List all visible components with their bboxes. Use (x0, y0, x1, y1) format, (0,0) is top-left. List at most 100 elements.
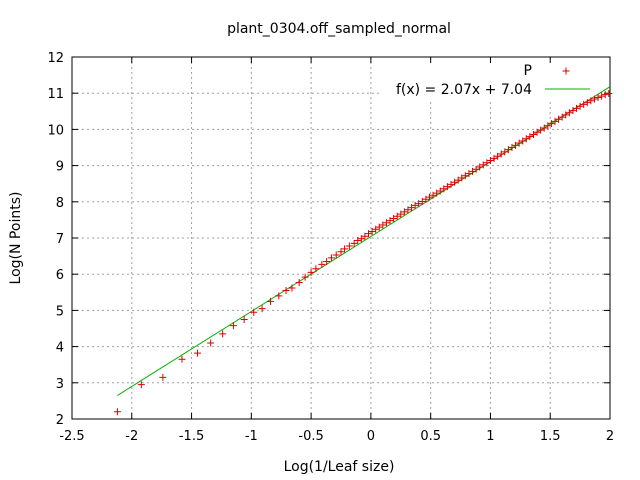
data-point (451, 178, 459, 186)
data-point (323, 258, 331, 266)
y-tick-label: 9 (56, 160, 64, 175)
data-point (601, 91, 609, 99)
legend-marker-p (562, 67, 570, 75)
data-point (295, 279, 303, 287)
data-point (275, 292, 283, 300)
data-point (327, 254, 335, 262)
data-point (486, 157, 494, 165)
data-point (565, 109, 573, 117)
data-point (390, 214, 398, 222)
data-point (301, 273, 309, 281)
data-point (512, 141, 520, 149)
data-point (590, 95, 598, 103)
data-point (318, 260, 326, 268)
legend-label-p: P (524, 63, 532, 79)
data-point (113, 408, 121, 416)
data-point (219, 330, 227, 338)
data-point (386, 217, 394, 225)
data-point (382, 219, 390, 227)
data-point (537, 126, 545, 134)
data-point (458, 174, 466, 182)
data-point (393, 212, 401, 220)
data-point (159, 373, 167, 381)
data-point (345, 242, 353, 250)
grid-layer (72, 57, 610, 419)
data-point (551, 117, 559, 125)
data-point (282, 286, 290, 294)
y-tick-label: 3 (56, 377, 64, 392)
data-point (312, 265, 320, 273)
data-point (415, 200, 423, 208)
y-tick-label: 12 (47, 51, 64, 66)
data-point (178, 355, 186, 363)
data-point (569, 107, 577, 115)
data-point (547, 120, 555, 128)
data-point (375, 223, 383, 231)
x-tick-label: 2 (606, 429, 614, 444)
data-point (422, 195, 430, 203)
data-point (594, 94, 602, 102)
data-point (368, 227, 376, 235)
data-point (508, 144, 516, 151)
data-point (447, 180, 455, 188)
data-point (580, 100, 588, 108)
fit-line (117, 86, 611, 396)
y-tick-label: 6 (56, 268, 64, 283)
x-tick-label: 0.5 (420, 429, 441, 444)
data-point (483, 159, 491, 167)
tick-layer: -2.5 -2 -1.5 -1 -0.5 0 0.5 1 1.5 2 2 3 4 5 6 7 8 9 10 11 12 (47, 51, 614, 444)
x-axis-label: Log(1/Leaf size) (284, 459, 395, 475)
data-point (400, 208, 408, 216)
y-tick-label: 8 (56, 196, 64, 211)
data-point (433, 189, 441, 197)
plot-border (71, 56, 611, 420)
data-point (605, 90, 613, 98)
data-point (558, 113, 566, 121)
data-point (479, 161, 487, 169)
data-point (515, 139, 523, 147)
data-point (425, 193, 433, 201)
data-point (332, 251, 340, 259)
data-point (526, 133, 534, 141)
data-point (454, 176, 462, 184)
x-tick-label: -2 (125, 429, 138, 444)
data-point (494, 152, 502, 160)
data-point (443, 183, 451, 191)
data-point (266, 297, 274, 305)
data-point (372, 225, 380, 233)
y-tick-label: 2 (56, 413, 64, 428)
data-point (364, 230, 372, 238)
data-point (576, 102, 584, 110)
data-point (337, 248, 345, 256)
data-point (519, 137, 527, 145)
data-point (258, 305, 266, 313)
y-tick-label: 10 (47, 123, 64, 138)
x-tick-label: -1 (245, 429, 258, 444)
data-point (540, 124, 548, 132)
data-point (194, 349, 202, 357)
data-point (229, 322, 237, 330)
x-tick-label: -2.5 (59, 429, 84, 444)
data-point (357, 235, 365, 243)
data-point (504, 146, 512, 154)
data-point (411, 201, 419, 209)
data-point (476, 163, 484, 171)
data-point (341, 245, 349, 253)
x-tick-label: 1.5 (540, 429, 561, 444)
data-point (562, 111, 570, 119)
x-tick-label: 1 (486, 429, 494, 444)
data-point (397, 210, 405, 218)
y-axis-label: Log(N Points) (8, 192, 24, 285)
data-point (573, 104, 581, 112)
x-tick-label: -1.5 (179, 429, 204, 444)
data-point (555, 115, 563, 123)
data-point (522, 135, 530, 143)
data-point (354, 237, 362, 245)
series-layer (113, 86, 613, 416)
data-point (436, 187, 444, 195)
data-point (379, 221, 387, 229)
data-point (529, 130, 537, 138)
data-point (137, 381, 145, 389)
chart-title: plant_0304.off_sampled_normal (227, 21, 451, 37)
